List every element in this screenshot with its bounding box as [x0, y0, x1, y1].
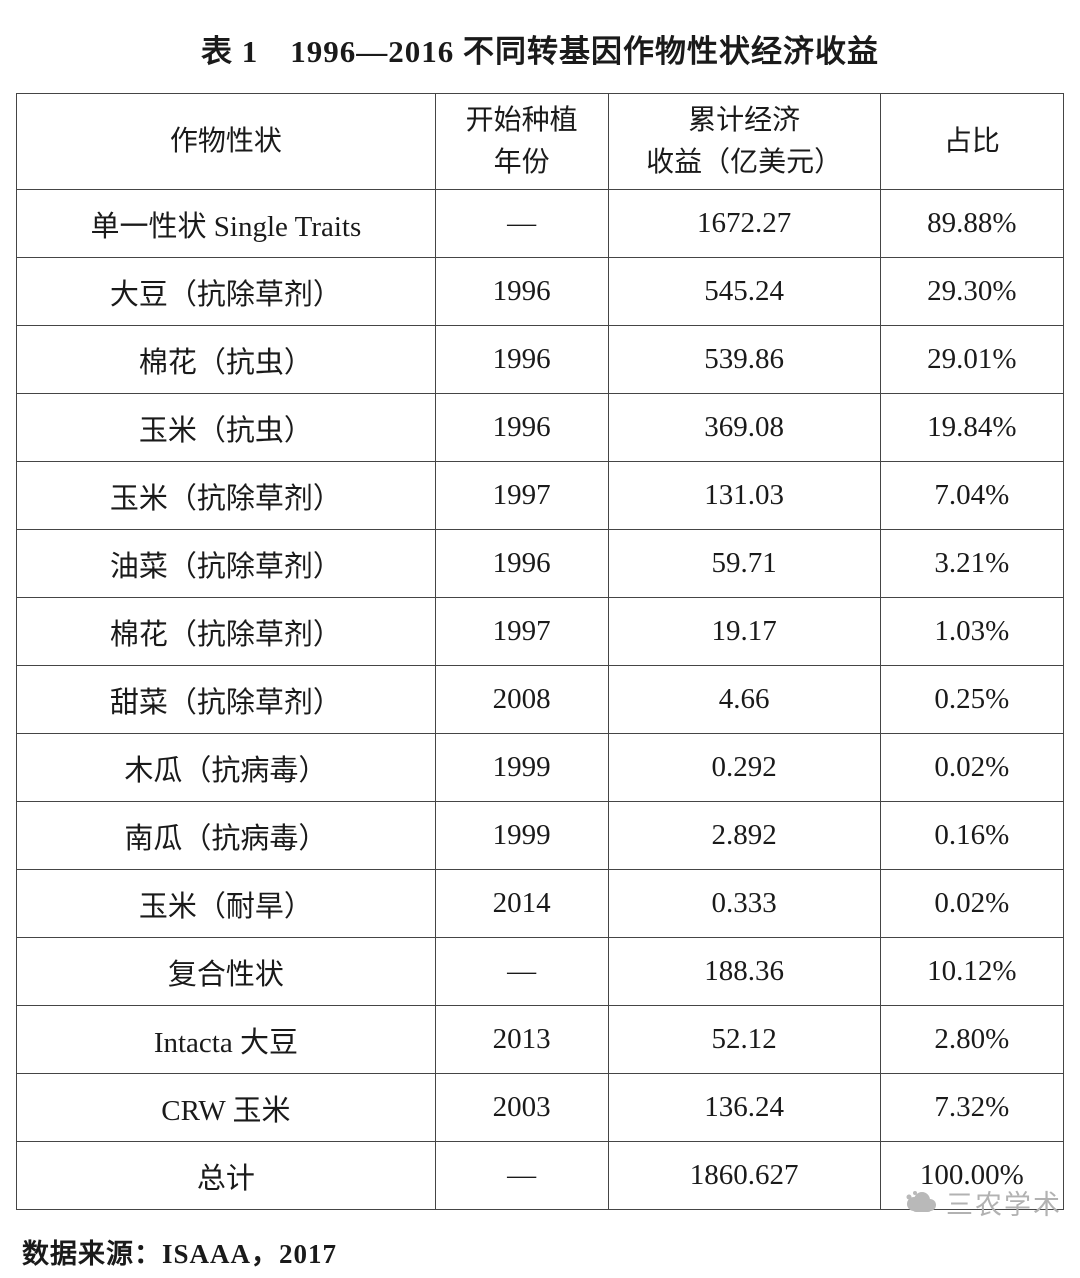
cell-trait: 玉米（抗虫） — [16, 393, 436, 462]
cell-trait: 总计 — [16, 1141, 436, 1210]
header-cumulative-revenue: 累计经济 收益（亿美元） — [607, 93, 881, 190]
header-crop-trait-label: 作物性状 — [169, 125, 282, 157]
cell-trait: 甜菜（抗除草剂） — [16, 665, 436, 734]
table-row: 棉花（抗除草剂） 1997 19.17 1.03% — [16, 597, 1065, 666]
cell-year: — — [434, 937, 609, 1006]
cell-share: 1.03% — [879, 597, 1065, 666]
table-row: 玉米（耐旱） 2014 0.333 0.02% — [16, 869, 1065, 938]
cell-share: 0.25% — [879, 665, 1065, 734]
table-row: 玉米（抗虫） 1996 369.08 19.84% — [16, 393, 1065, 462]
cell-year: 1999 — [434, 801, 609, 870]
cell-revenue: 136.24 — [607, 1073, 881, 1142]
cell-year: 1996 — [434, 257, 609, 326]
cell-share: 29.30% — [879, 257, 1065, 326]
header-cumulative-revenue-line1: 累计经济 — [688, 104, 801, 136]
cell-trait: CRW 玉米 — [16, 1073, 436, 1142]
table-row: Intacta 大豆 2013 52.12 2.80% — [16, 1005, 1065, 1074]
cell-year: 2003 — [434, 1073, 609, 1142]
cell-share: 0.16% — [879, 801, 1065, 870]
cell-trait: 玉米（抗除草剂） — [16, 461, 436, 530]
table-title: 表 1 1996—2016 不同转基因作物性状经济收益 — [201, 34, 879, 69]
data-source-note: 数据来源：ISAAA，2017 — [22, 1239, 338, 1269]
cell-trait: 大豆（抗除草剂） — [16, 257, 436, 326]
table-row: 木瓜（抗病毒） 1999 0.292 0.02% — [16, 733, 1065, 802]
cell-year: 1999 — [434, 733, 609, 802]
cell-share: 7.04% — [879, 461, 1065, 530]
cell-share: 0.02% — [879, 869, 1065, 938]
sannong-xueshu-logo-icon — [903, 1189, 939, 1216]
cell-revenue: 1672.27 — [607, 189, 881, 258]
cell-revenue: 4.66 — [607, 665, 881, 734]
cell-share: 29.01% — [879, 325, 1065, 394]
cell-revenue: 52.12 — [607, 1005, 881, 1074]
cell-revenue: 0.333 — [607, 869, 881, 938]
cell-year: 1996 — [434, 325, 609, 394]
cell-trait: 棉花（抗虫） — [16, 325, 436, 394]
header-start-year-line2: 年份 — [493, 146, 550, 178]
cell-trait: 单一性状 Single Traits — [16, 189, 436, 258]
cell-share: 89.88% — [879, 189, 1065, 258]
cell-share: 7.32% — [879, 1073, 1065, 1142]
table-row: 甜菜（抗除草剂） 2008 4.66 0.25% — [16, 665, 1065, 734]
table-row: 棉花（抗虫） 1996 539.86 29.01% — [16, 325, 1065, 394]
economic-benefits-table: 作物性状 开始种植 年份 累计经济 收益（亿美元） 占比 单一性状 Single… — [16, 93, 1065, 1210]
cell-year: 2013 — [434, 1005, 609, 1074]
table-header-row: 作物性状 开始种植 年份 累计经济 收益（亿美元） 占比 — [16, 93, 1065, 190]
cell-revenue: 2.892 — [607, 801, 881, 870]
header-share-label: 占比 — [943, 125, 1000, 157]
table-row: 玉米（抗除草剂） 1997 131.03 7.04% — [16, 461, 1065, 530]
table-row: 总计 —1860.627 100.00% — [16, 1141, 1065, 1210]
cell-share: 19.84% — [879, 393, 1065, 462]
cell-year: — — [434, 189, 609, 258]
cell-trait: 复合性状 — [16, 937, 436, 1006]
cell-share: 0.02% — [879, 733, 1065, 802]
cell-year: — — [434, 1141, 609, 1210]
header-start-year: 开始种植 年份 — [434, 93, 609, 190]
cell-revenue: 369.08 — [607, 393, 881, 462]
watermark-label: 三农学术 — [946, 1190, 1062, 1220]
header-crop-trait: 作物性状 — [16, 93, 436, 190]
cell-share: 3.21% — [879, 529, 1065, 598]
table-row: 单一性状 Single Traits —1672.27 89.88% — [16, 189, 1065, 258]
cell-revenue: 539.86 — [607, 325, 881, 394]
cell-year: 1997 — [434, 597, 609, 666]
cell-share: 2.80% — [879, 1005, 1065, 1074]
cell-year: 1997 — [434, 461, 609, 530]
table-row: 油菜（抗除草剂） 1996 59.71 3.21% — [16, 529, 1065, 598]
cell-share: 10.12% — [879, 937, 1065, 1006]
cell-trait: 木瓜（抗病毒） — [16, 733, 436, 802]
cell-trait: 南瓜（抗病毒） — [16, 801, 436, 870]
cell-year: 2014 — [434, 869, 609, 938]
cell-revenue: 131.03 — [607, 461, 881, 530]
cell-trait: Intacta 大豆 — [16, 1005, 436, 1074]
cell-revenue: 1860.627 — [607, 1141, 881, 1210]
header-share: 占比 — [879, 93, 1065, 190]
watermark: 三农学术 — [903, 1183, 1062, 1222]
header-start-year-line1: 开始种植 — [465, 104, 578, 136]
table-body: 单一性状 Single Traits —1672.27 89.88% 大豆（抗除草剂）… — [16, 189, 1065, 1210]
cell-trait: 玉米（耐旱） — [16, 869, 436, 938]
table-row: 大豆（抗除草剂） 1996 545.24 29.30% — [16, 257, 1065, 326]
cell-year: 1996 — [434, 529, 609, 598]
table-row: CRW 玉米 2003 136.24 7.32% — [16, 1073, 1065, 1142]
cell-revenue: 0.292 — [607, 733, 881, 802]
table-row: 复合性状 —188.36 10.12% — [16, 937, 1065, 1006]
header-cumulative-revenue-line2: 收益（亿美元） — [646, 146, 843, 178]
cell-revenue: 19.17 — [607, 597, 881, 666]
cell-year: 1996 — [434, 393, 609, 462]
cell-year: 2008 — [434, 665, 609, 734]
cell-revenue: 59.71 — [607, 529, 881, 598]
cell-revenue: 545.24 — [607, 257, 881, 326]
cell-revenue: 188.36 — [607, 937, 881, 1006]
cell-trait: 油菜（抗除草剂） — [16, 529, 436, 598]
table-row: 南瓜（抗病毒） 1999 2.892 0.16% — [16, 801, 1065, 870]
cell-trait: 棉花（抗除草剂） — [16, 597, 436, 666]
